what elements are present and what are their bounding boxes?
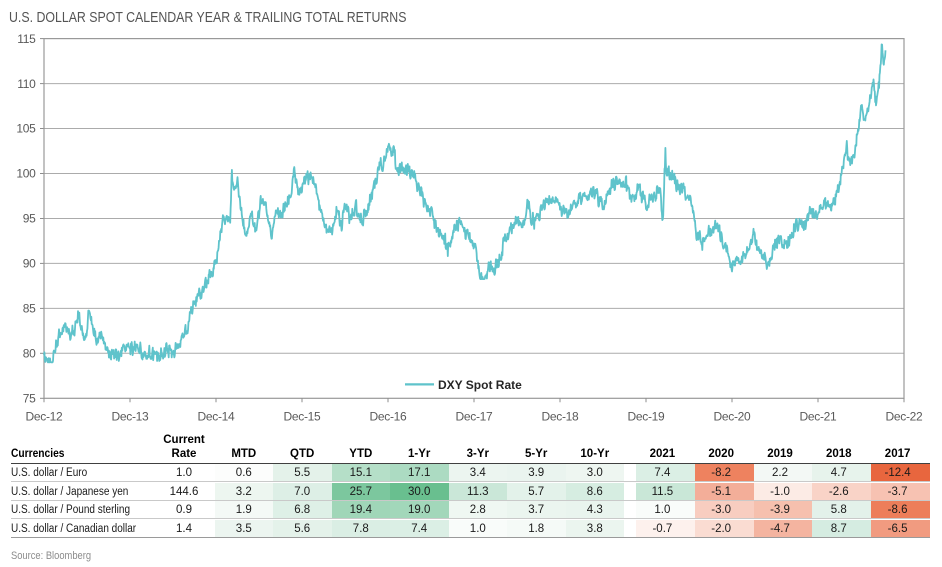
svg-text:Dec-14: Dec-14 bbox=[198, 410, 236, 424]
svg-text:110: 110 bbox=[17, 77, 36, 91]
svg-text:Dec-16: Dec-16 bbox=[370, 410, 408, 424]
svg-text:95: 95 bbox=[23, 212, 36, 226]
svg-text:75: 75 bbox=[23, 392, 36, 406]
svg-text:90: 90 bbox=[23, 257, 36, 271]
svg-text:105: 105 bbox=[16, 122, 36, 136]
svg-text:Dec-15: Dec-15 bbox=[284, 410, 322, 424]
svg-text:DXY Spot Rate: DXY Spot Rate bbox=[438, 378, 522, 392]
svg-text:Dec-17: Dec-17 bbox=[456, 410, 494, 424]
svg-text:Dec-19: Dec-19 bbox=[628, 410, 666, 424]
svg-text:Dec-22: Dec-22 bbox=[886, 410, 924, 424]
svg-text:Dec-12: Dec-12 bbox=[26, 410, 64, 424]
svg-text:Dec-21: Dec-21 bbox=[800, 410, 838, 424]
svg-text:80: 80 bbox=[23, 347, 36, 361]
svg-text:85: 85 bbox=[23, 302, 36, 316]
svg-text:Dec-18: Dec-18 bbox=[542, 410, 580, 424]
svg-text:115: 115 bbox=[17, 32, 36, 46]
svg-text:100: 100 bbox=[16, 167, 36, 181]
svg-text:Dec-20: Dec-20 bbox=[714, 410, 752, 424]
svg-text:Dec-13: Dec-13 bbox=[112, 410, 150, 424]
